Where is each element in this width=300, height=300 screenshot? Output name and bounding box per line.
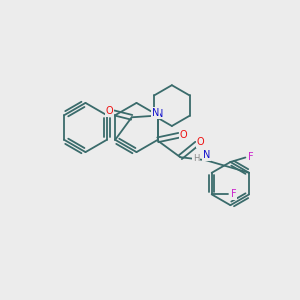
- Text: F: F: [231, 189, 236, 200]
- Text: N: N: [203, 150, 210, 160]
- Text: N: N: [152, 108, 159, 118]
- Text: H: H: [193, 154, 200, 163]
- Text: O: O: [196, 137, 204, 147]
- Text: O: O: [179, 130, 187, 140]
- Text: N: N: [156, 109, 163, 119]
- Text: F: F: [248, 152, 254, 162]
- Text: O: O: [105, 106, 113, 116]
